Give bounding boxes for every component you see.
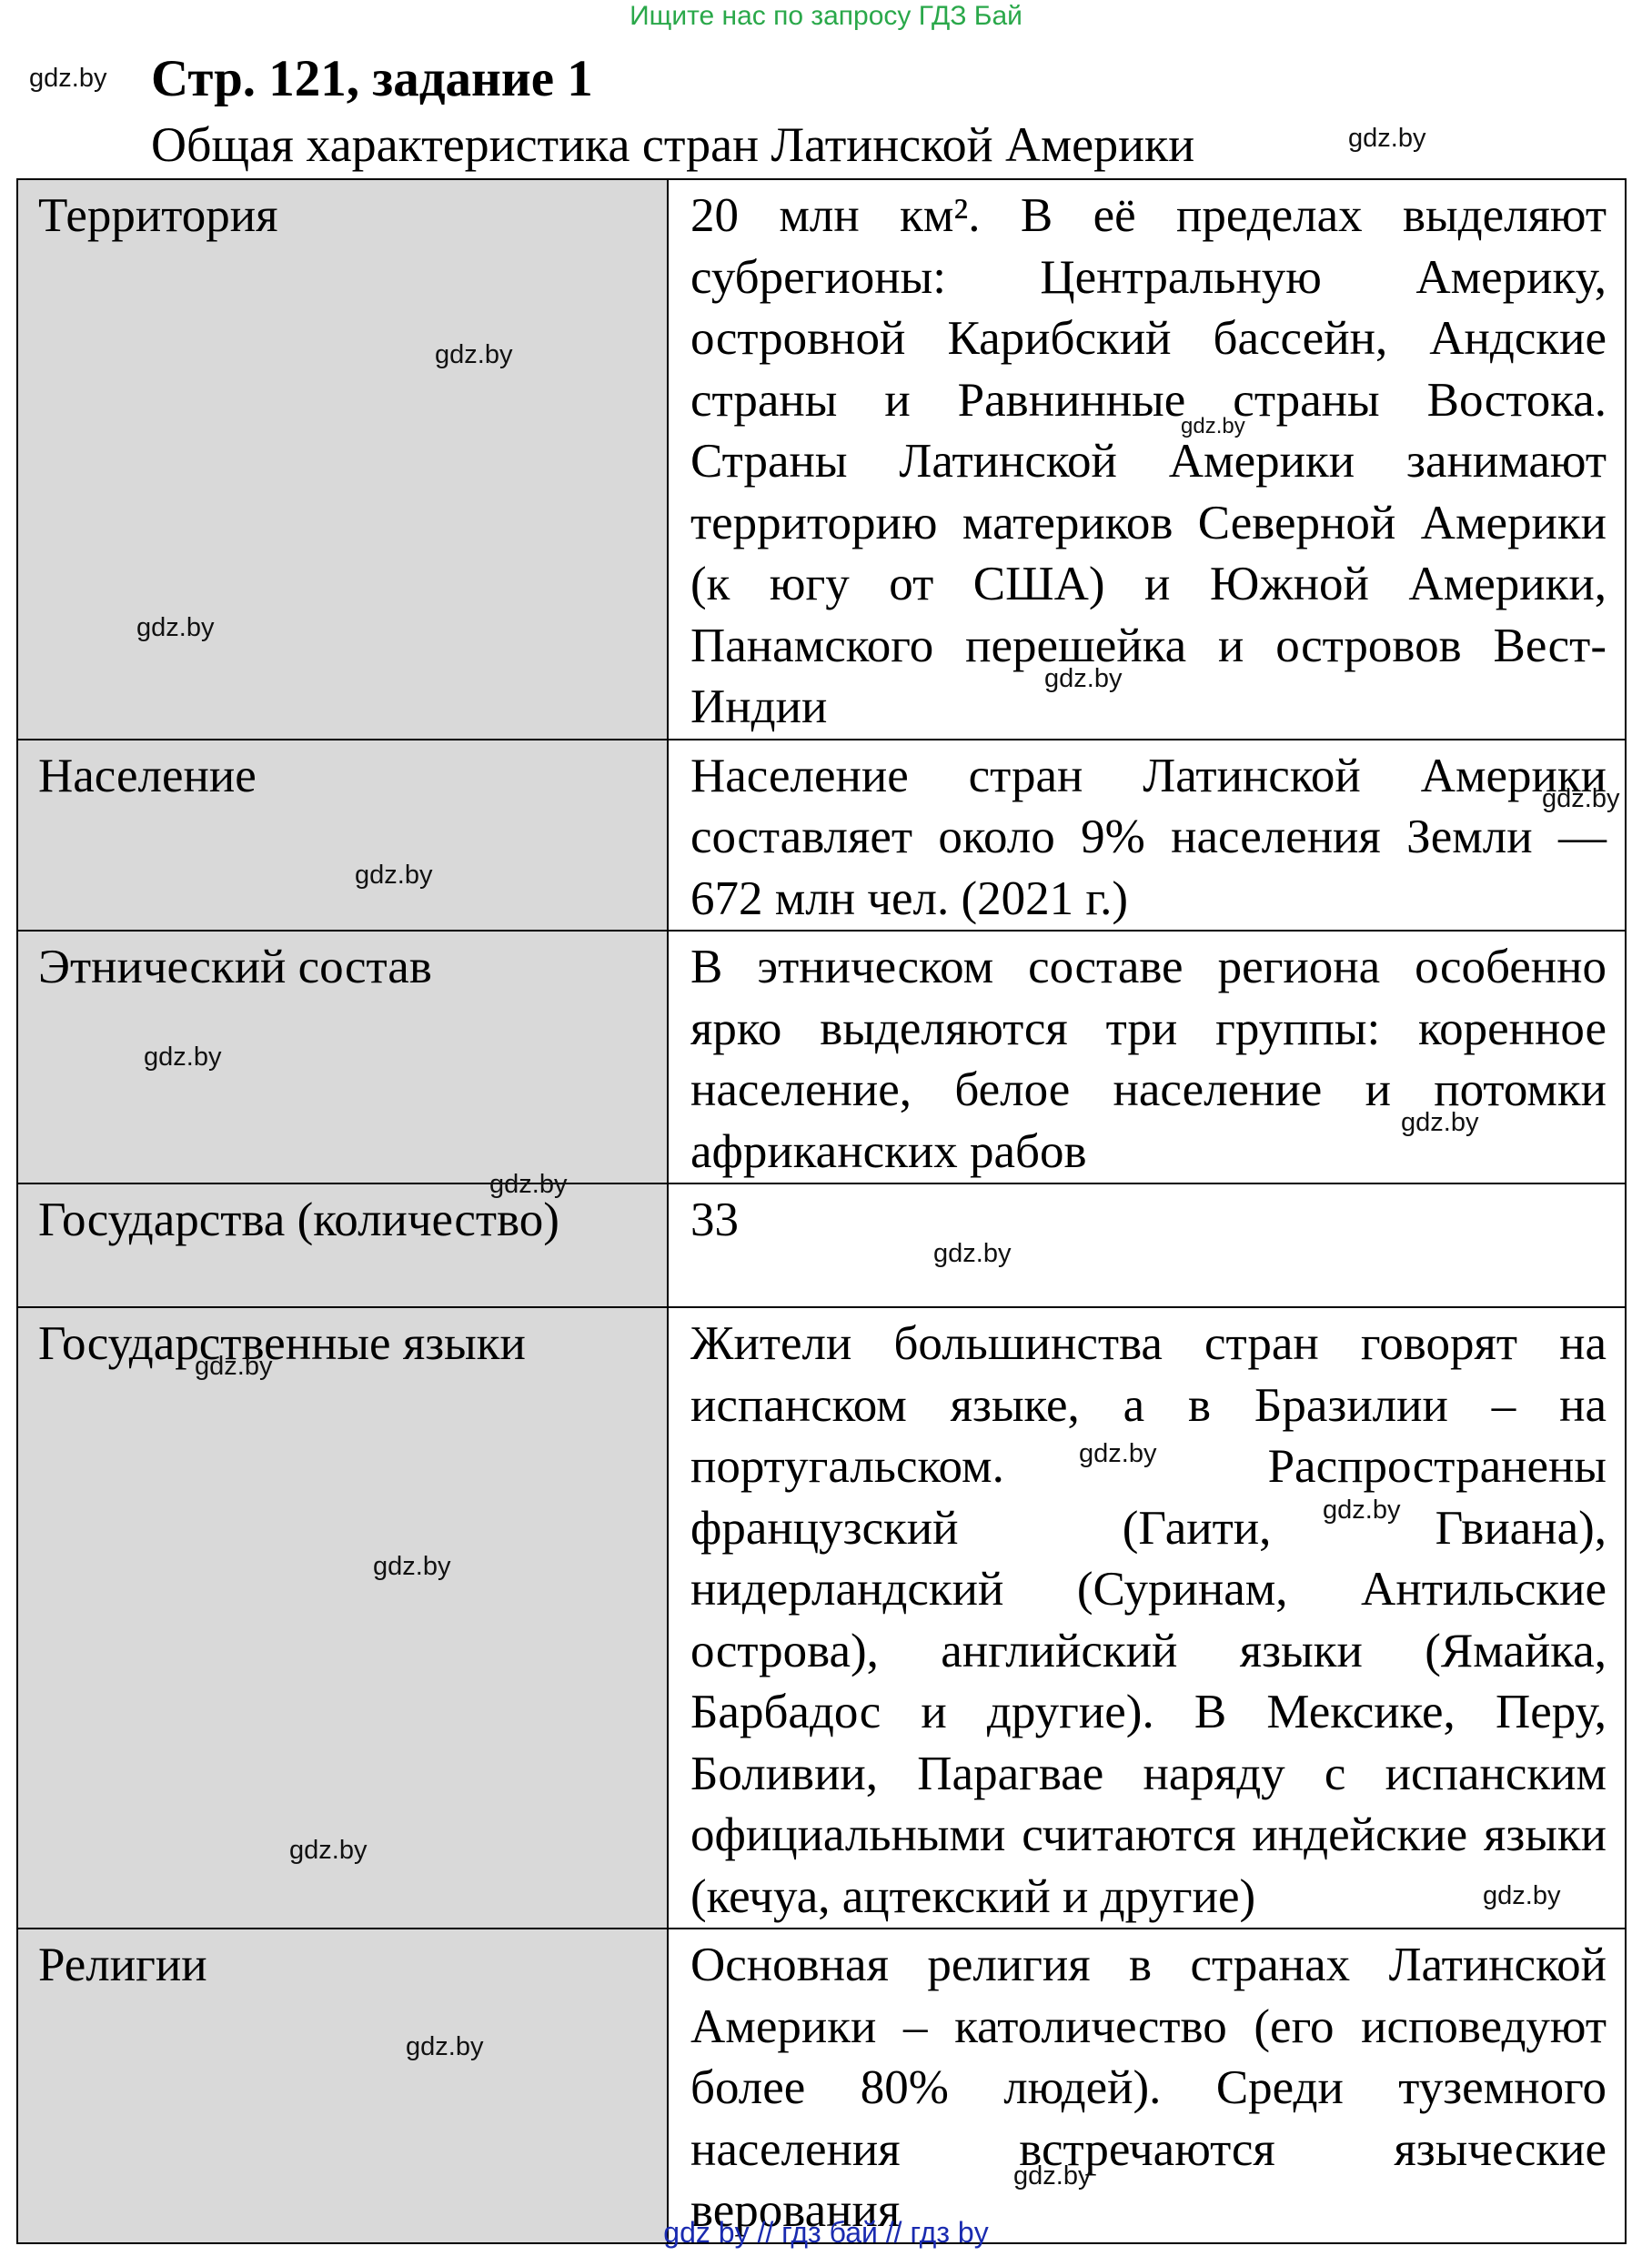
footer-links[interactable]: gdz by // гдз бай // гдз by bbox=[663, 2216, 989, 2249]
characteristics-table: Территория 20 млн км². В её пределах выд… bbox=[16, 178, 1627, 2244]
watermark: gdz.by bbox=[435, 340, 513, 369]
watermark: gdz.by bbox=[1013, 2161, 1092, 2191]
table-row: Население Население стран Латинской Амер… bbox=[16, 738, 1627, 932]
table-row: Государства (количество) 33 bbox=[16, 1183, 1627, 1308]
table-row: Этнический состав В этническом составе р… bbox=[16, 930, 1627, 1184]
row-label: Население bbox=[16, 738, 669, 932]
watermark: gdz.by bbox=[489, 1170, 568, 1199]
row-label: Религии bbox=[16, 1928, 669, 2244]
watermark: gdz.by bbox=[1323, 1496, 1401, 1525]
watermark: gdz.by bbox=[1542, 784, 1620, 813]
row-value: Население стран Латинской Америки состав… bbox=[667, 738, 1627, 932]
watermark: gdz.by bbox=[355, 861, 433, 890]
row-label: Государства (количество) bbox=[16, 1183, 669, 1308]
row-value: 33 bbox=[667, 1183, 1627, 1308]
watermark: gdz.by bbox=[144, 1042, 222, 1072]
watermark: gdz.by bbox=[406, 2032, 484, 2061]
row-value: Основная религия в странах Латинской Аме… bbox=[667, 1928, 1627, 2244]
page-title: Стр. 121, задание 1 bbox=[151, 50, 593, 107]
watermark: gdz.by bbox=[289, 1836, 368, 1865]
table-row: Государственные языки Жители большинства… bbox=[16, 1306, 1627, 1929]
watermark: gdz.by bbox=[1483, 1881, 1561, 1910]
watermark: gdz.by bbox=[373, 1552, 451, 1581]
row-label: Территория bbox=[16, 178, 669, 740]
row-value: 20 млн км². В её пределах выделяют субре… bbox=[667, 178, 1627, 740]
watermark: gdz.by bbox=[933, 1239, 1012, 1268]
watermark: gdz.by bbox=[1044, 664, 1123, 693]
top-banner[interactable]: Ищите нас по запросу ГДЗ Бай bbox=[630, 1, 1022, 31]
watermark: gdz.by bbox=[1181, 414, 1245, 438]
row-label: Этнический состав bbox=[16, 930, 669, 1184]
page-subtitle: Общая характеристика стран Латинской Аме… bbox=[151, 117, 1195, 172]
row-label: Государственные языки bbox=[16, 1306, 669, 1929]
watermark: gdz.by bbox=[1401, 1108, 1479, 1137]
watermark: gdz.by bbox=[1079, 1439, 1157, 1468]
table-row: Территория 20 млн км². В её пределах выд… bbox=[16, 178, 1627, 740]
watermark: gdz.by bbox=[29, 64, 107, 93]
watermark: gdz.by bbox=[136, 613, 215, 642]
row-value: Жители большинства стран говорят на испа… bbox=[667, 1306, 1627, 1929]
row-value: В этническом составе региона особенно яр… bbox=[667, 930, 1627, 1184]
table-row: Религии Основная религия в странах Латин… bbox=[16, 1928, 1627, 2244]
watermark: gdz.by bbox=[195, 1352, 273, 1381]
watermark: gdz.by bbox=[1348, 124, 1426, 153]
